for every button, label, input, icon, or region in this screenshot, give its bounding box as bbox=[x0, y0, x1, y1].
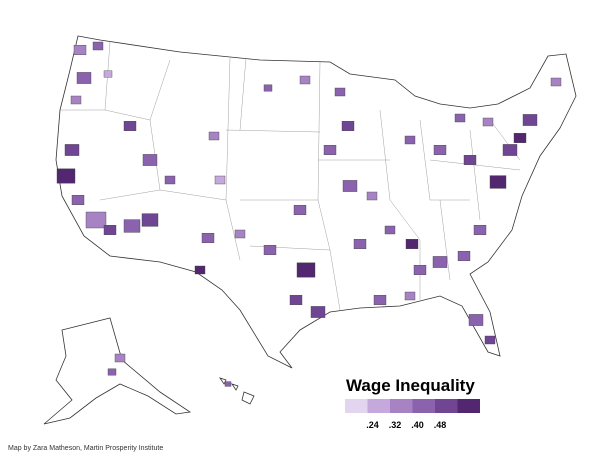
metro-area bbox=[224, 381, 232, 387]
metro-area bbox=[141, 213, 159, 227]
metro-area bbox=[433, 144, 447, 155]
metro-area bbox=[513, 132, 527, 143]
metro-area bbox=[208, 131, 220, 141]
metro-area bbox=[522, 114, 538, 126]
metro-area bbox=[92, 41, 104, 51]
metro-area bbox=[463, 154, 477, 165]
metro-area bbox=[123, 219, 141, 233]
metro-area bbox=[103, 224, 117, 235]
metro-area bbox=[64, 144, 80, 156]
metro-area bbox=[263, 84, 273, 92]
metro-area bbox=[201, 232, 215, 243]
metro-area bbox=[85, 211, 107, 229]
metro-area bbox=[404, 291, 416, 301]
metro-area bbox=[323, 144, 337, 155]
legend-label: .48 bbox=[434, 420, 447, 430]
metro-area bbox=[550, 77, 562, 87]
metro-area bbox=[164, 175, 176, 185]
metro-area bbox=[484, 335, 496, 345]
metro-area bbox=[214, 175, 226, 185]
metro-area bbox=[457, 250, 471, 261]
metro-area bbox=[473, 224, 487, 235]
metro-area bbox=[432, 256, 448, 268]
legend-swatch bbox=[345, 399, 368, 413]
metro-area bbox=[342, 180, 358, 192]
contiguous-us bbox=[55, 35, 577, 369]
metro-area bbox=[502, 144, 518, 156]
metro-area bbox=[373, 295, 387, 306]
legend-swatch bbox=[435, 399, 458, 413]
metro-area bbox=[454, 113, 466, 123]
metro-area bbox=[334, 87, 346, 97]
metro-area bbox=[123, 120, 137, 131]
metro-area bbox=[489, 175, 507, 189]
legend: .24 .32 .40 .48 bbox=[345, 399, 480, 430]
metro-area bbox=[56, 168, 76, 184]
metro-area bbox=[299, 75, 311, 85]
metro-area bbox=[234, 229, 246, 239]
metro-area bbox=[70, 95, 82, 105]
landmass bbox=[43, 35, 577, 425]
metro-area bbox=[107, 368, 117, 376]
legend-swatch bbox=[367, 399, 390, 413]
metro-area bbox=[404, 135, 416, 145]
legend-label: .24 bbox=[366, 420, 379, 430]
metro-area bbox=[114, 353, 126, 363]
metro-area bbox=[73, 45, 87, 56]
legend-label: .40 bbox=[411, 420, 424, 430]
metro-area bbox=[405, 238, 419, 249]
metro-area bbox=[353, 238, 367, 249]
metro-area bbox=[289, 295, 303, 306]
metro-area bbox=[76, 72, 92, 84]
metro-area bbox=[142, 154, 158, 166]
metro-area bbox=[341, 120, 355, 131]
metro-areas bbox=[56, 41, 562, 387]
metro-area bbox=[71, 194, 85, 205]
metro-area bbox=[310, 306, 326, 318]
metro-area bbox=[103, 70, 113, 78]
metro-area bbox=[468, 314, 484, 326]
credit: Map by Zara Matheson, Martin Prosperity … bbox=[8, 445, 163, 452]
metro-area bbox=[366, 191, 378, 201]
legend-swatch bbox=[412, 399, 435, 413]
metro-area bbox=[384, 225, 396, 235]
metro-area bbox=[413, 265, 427, 276]
legend-title: Wage Inequality bbox=[346, 376, 475, 395]
legend-label: .32 bbox=[389, 420, 402, 430]
metro-area bbox=[296, 262, 316, 278]
metro-area bbox=[194, 265, 206, 275]
metro-area bbox=[293, 204, 307, 215]
metro-area bbox=[263, 244, 277, 255]
legend-swatch bbox=[390, 399, 413, 413]
legend-swatch bbox=[457, 399, 480, 413]
alaska bbox=[43, 317, 192, 425]
metro-area bbox=[482, 117, 494, 127]
